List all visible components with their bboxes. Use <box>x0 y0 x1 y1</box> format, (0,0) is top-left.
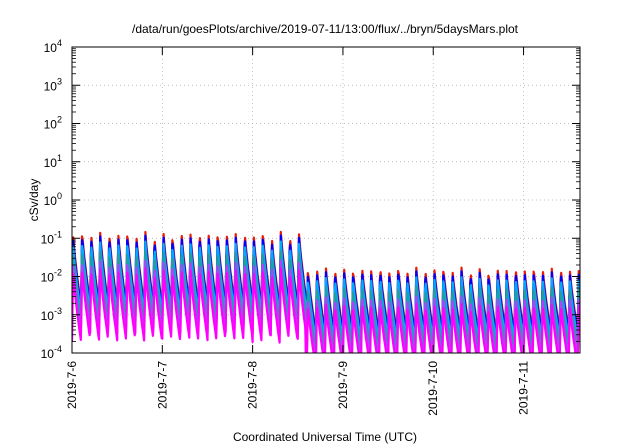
y-tick-label: 103 <box>44 76 62 93</box>
x-tick-label: 2019-7-8 <box>246 361 260 409</box>
x-tick-label: 2019-7-11 <box>517 361 531 415</box>
y-tick-label: 10-1 <box>41 229 62 246</box>
y-tick-label: 10-2 <box>41 268 62 285</box>
x-tick-label: 2019-7-10 <box>426 361 440 416</box>
y-tick-label: 10-3 <box>41 306 62 323</box>
y-tick-label: 102 <box>44 115 62 132</box>
chart-title: /data/run/goesPlots/archive/2019-07-11/1… <box>132 22 519 36</box>
x-axis-label: Coordinated Universal Time (UTC) <box>233 430 417 444</box>
series-path <box>72 267 580 353</box>
y-tick-label: 10-4 <box>41 344 62 361</box>
y-tick-label: 100 <box>44 191 62 208</box>
x-tick-label: 2019-7-6 <box>65 361 79 409</box>
y-axis-label: cSv/day <box>27 179 41 222</box>
x-tick-label: 2019-7-7 <box>155 361 169 409</box>
y-tick-label: 104 <box>44 38 62 55</box>
series-line <box>72 267 580 353</box>
x-tick-label: 2019-7-9 <box>336 361 350 409</box>
y-tick-label: 101 <box>44 153 62 170</box>
